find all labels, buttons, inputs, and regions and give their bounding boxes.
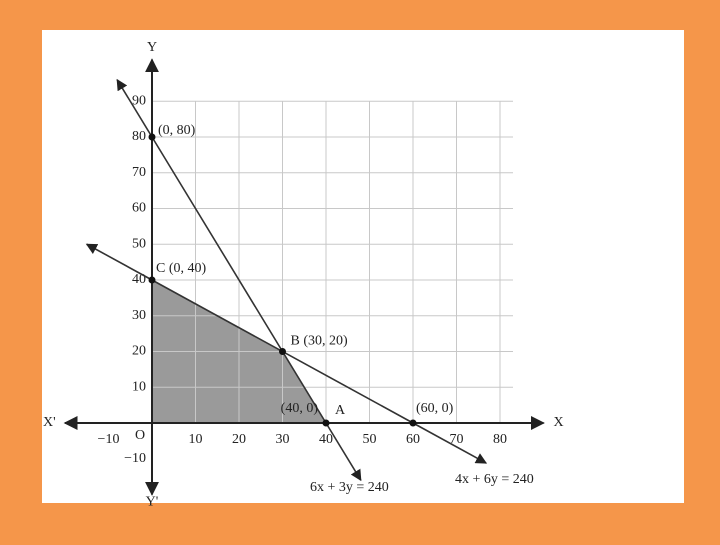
x-tick-label: 60	[406, 432, 420, 447]
x-tick-label: 40	[319, 432, 333, 447]
line-extension	[325, 422, 362, 482]
x-tick-label: 70	[450, 432, 464, 447]
x-axis-label-neg: X'	[43, 415, 56, 430]
y-tick-label: 40	[132, 272, 146, 287]
x-axis-label: X	[554, 415, 564, 430]
corner-point	[148, 276, 156, 284]
point-label: (40, 0)	[281, 401, 319, 416]
line-extension	[116, 78, 153, 138]
x-tick-label: 50	[363, 432, 377, 447]
x-tick-label: 30	[276, 432, 290, 447]
x-tick-label: 80	[493, 432, 507, 447]
corner-point	[279, 347, 286, 355]
line-equation: 4x + 6y = 240	[455, 472, 534, 487]
origin-label: O	[135, 428, 145, 443]
y-tick-label: 10	[132, 379, 146, 394]
y-tick-label: 20	[132, 344, 146, 359]
constraint-line	[151, 136, 327, 424]
corner-point	[322, 419, 330, 427]
y-tick-label: 70	[132, 165, 146, 180]
line-extension	[412, 422, 488, 464]
y-tick-label: 60	[132, 201, 146, 216]
y-axis-label-neg: Y'	[146, 495, 159, 510]
x-tick-label: 20	[232, 432, 246, 447]
point-label: C (0, 40)	[156, 261, 207, 276]
x-tick-label: −10	[98, 432, 120, 447]
point-label: B (30, 20)	[291, 334, 349, 349]
y-tick-label: −10	[124, 451, 146, 466]
line-equation: 6x + 3y = 240	[310, 480, 389, 495]
point-label: (60, 0)	[416, 401, 454, 416]
y-axis-label: Y	[147, 40, 157, 55]
point-label: (0, 80)	[158, 123, 196, 138]
point-name: A	[335, 403, 346, 418]
y-tick-label: 30	[132, 308, 146, 323]
x-tick-label: 10	[189, 432, 203, 447]
y-tick-label: 90	[132, 93, 146, 108]
y-tick-label: 50	[132, 236, 146, 251]
line-extension	[85, 243, 153, 281]
y-tick-label: 80	[132, 129, 146, 144]
corner-point	[148, 133, 156, 141]
plot: −10 10 20 30 40 50 60 70 80 −10 10 20 30 40 50 60 70 80 90…	[43, 40, 564, 510]
corner-point	[409, 419, 417, 427]
